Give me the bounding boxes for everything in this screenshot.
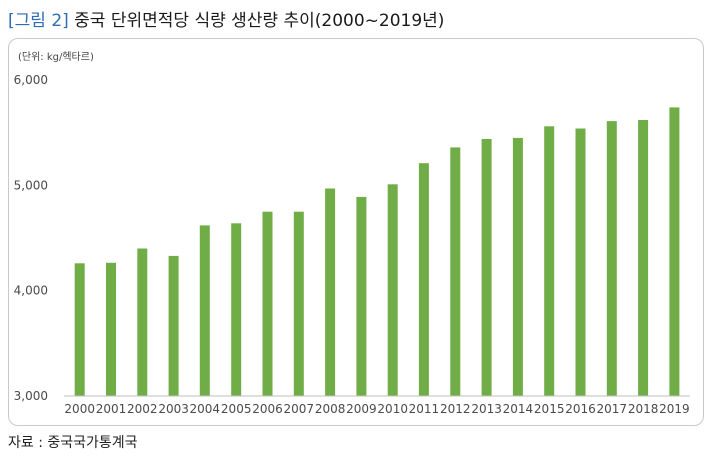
bar-2007 xyxy=(293,211,304,396)
x-tick-label: 2001 xyxy=(96,402,127,416)
x-tick-label: 2012 xyxy=(440,402,471,416)
x-tick-label: 2010 xyxy=(377,402,408,416)
figure-title: [그림 2] 중국 단위면적당 식량 생산량 추이(2000~2019년) xyxy=(8,6,444,31)
x-tick-label: 2000 xyxy=(64,402,95,416)
bar-2002 xyxy=(137,248,148,396)
y-axis-ticks: 3,000 4,000 5,000 6,000 xyxy=(14,73,48,403)
bar-2014 xyxy=(512,137,523,396)
x-tick-label: 2014 xyxy=(503,402,534,416)
unit-label: (단위: kg/헥타르) xyxy=(18,52,94,63)
bar-2008 xyxy=(325,188,336,396)
bar-2013 xyxy=(481,139,492,396)
bar-2010 xyxy=(387,184,398,396)
bar-2017 xyxy=(606,121,617,396)
bar-2001 xyxy=(106,262,116,396)
y-tick-label: 6,000 xyxy=(14,73,48,87)
source-note: 자료 : 중국국가통계국 xyxy=(8,435,138,451)
x-axis-ticks: 2000 2001 2002 2003 2004 2005 2006 2007 2008 2009… xyxy=(64,402,689,416)
x-tick-label: 2018 xyxy=(628,402,659,416)
figure-title-text: 중국 단위면적당 식량 생산량 추이(2000~2019년) xyxy=(74,11,445,31)
bar-2004 xyxy=(199,225,210,396)
bar-2012 xyxy=(450,147,461,396)
y-tick-label: 4,000 xyxy=(14,284,48,298)
bar-2016 xyxy=(575,128,586,396)
bar-2009 xyxy=(356,196,367,396)
x-tick-label: 2017 xyxy=(597,402,628,416)
bar-2000 xyxy=(74,263,85,396)
x-tick-label: 2006 xyxy=(252,402,283,416)
bar-2019 xyxy=(669,107,680,397)
bars xyxy=(74,107,680,397)
figure-tag: [그림 2] xyxy=(8,11,69,31)
x-tick-label: 2016 xyxy=(565,402,596,416)
x-tick-label: 2013 xyxy=(471,402,502,416)
y-tick-label: 5,000 xyxy=(14,178,48,192)
bar-2011 xyxy=(418,163,429,396)
x-tick-label: 2007 xyxy=(284,402,315,416)
x-tick-label: 2019 xyxy=(659,402,690,416)
bar-2015 xyxy=(544,126,555,397)
y-tick-label: 3,000 xyxy=(14,389,48,403)
x-tick-label: 2002 xyxy=(127,402,158,416)
x-tick-label: 2009 xyxy=(346,402,377,416)
x-tick-label: 2003 xyxy=(158,402,189,416)
x-tick-label: 2011 xyxy=(409,402,440,416)
x-tick-label: 2015 xyxy=(534,402,565,416)
x-tick-label: 2004 xyxy=(190,402,221,416)
x-tick-label: 2005 xyxy=(221,402,252,416)
bar-2006 xyxy=(262,211,273,396)
x-tick-label: 2008 xyxy=(315,402,346,416)
bar-2018 xyxy=(638,120,649,396)
chart-frame xyxy=(8,38,704,426)
bar-2003 xyxy=(168,255,179,396)
bar-2005 xyxy=(231,223,242,396)
